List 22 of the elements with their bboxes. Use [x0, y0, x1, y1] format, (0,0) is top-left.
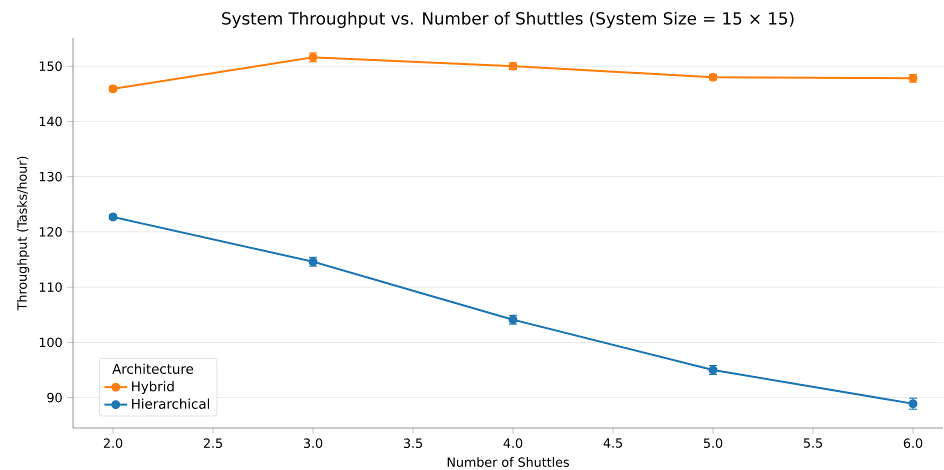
y-tick-label: 140	[40, 116, 62, 126]
x-tick-label: 3.0	[304, 438, 322, 448]
legend-label: Hierarchical	[132, 398, 210, 409]
x-tick-label: 2.5	[204, 438, 222, 448]
y-tick-label: 120	[40, 227, 62, 237]
x-tick-label: 5.0	[704, 438, 722, 448]
x-tick-label: 3.5	[404, 438, 422, 448]
y-axis-title: Throughput (Tasks/hour)	[17, 156, 30, 310]
x-axis-title: Number of Shuttles	[448, 457, 569, 467]
x-tick-label: 6.0	[904, 438, 922, 448]
x-tick-label: 2.0	[104, 438, 122, 448]
y-tick-label: 130	[40, 172, 62, 182]
x-tick-label: 5.5	[804, 438, 822, 448]
y-tick-label: 110	[40, 282, 62, 292]
legend-label: Hybrid	[132, 381, 174, 394]
y-tick-label: 90	[47, 392, 62, 402]
chart-title: System Throughput vs. Number of Shuttles (System Size = 15 × 15)	[222, 12, 794, 28]
x-tick-label: 4.5	[604, 438, 622, 448]
y-tick-label: 150	[40, 61, 62, 71]
x-tick-label: 4.0	[504, 438, 522, 448]
legend-title: Architecture	[112, 364, 194, 374]
y-tick-label: 100	[40, 338, 62, 348]
